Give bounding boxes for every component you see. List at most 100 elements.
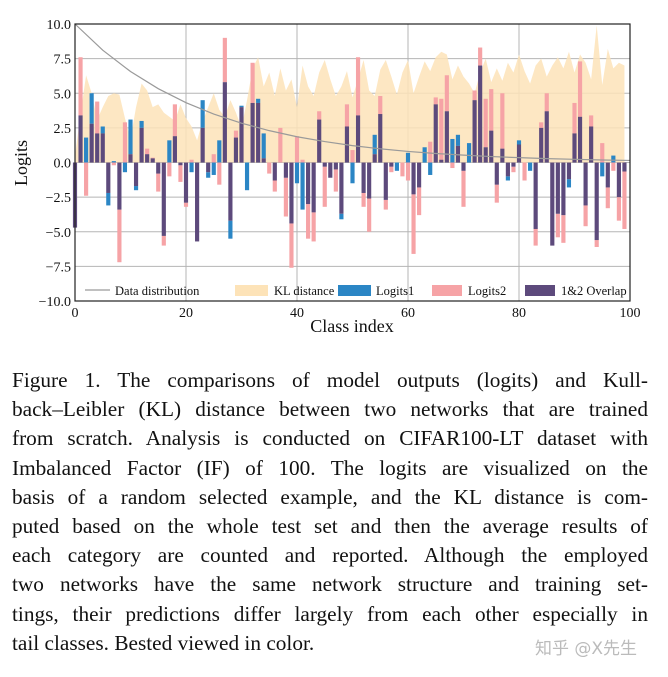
logits1-bar xyxy=(206,172,211,178)
overlap-bar xyxy=(89,123,94,163)
y-tick-label: −7.5 xyxy=(46,260,71,275)
logits2-bar xyxy=(122,122,128,163)
overlap-bar xyxy=(483,147,488,163)
overlap-bar xyxy=(311,162,316,213)
overlap-bar xyxy=(605,162,610,188)
overlap-bar xyxy=(516,144,522,163)
overlap-bar xyxy=(333,162,338,170)
overlap-bar xyxy=(372,154,377,163)
overlap-bar xyxy=(355,115,361,163)
overlap-bar xyxy=(461,162,466,171)
overlap-bar xyxy=(161,162,166,236)
caption-line: puted based on the whole test set and th… xyxy=(12,513,648,538)
caption-line: from scratch. Analysis is conducted on C… xyxy=(12,426,648,451)
logits2-bar xyxy=(389,166,394,173)
overlap-bar xyxy=(361,162,366,193)
logits2-bar xyxy=(616,197,621,221)
figure-caption: Figure 1. The comparisons of model outpu… xyxy=(12,366,648,658)
logits2-bar xyxy=(167,162,172,177)
x-tick-label: 80 xyxy=(512,306,526,321)
overlap-bar xyxy=(117,162,122,210)
logits1-bar xyxy=(133,186,139,191)
caption-line: each category are counted and reported. … xyxy=(12,543,648,568)
logits2-bar xyxy=(577,61,583,117)
logits2-bar xyxy=(405,162,411,181)
overlap-bar xyxy=(261,158,266,163)
logits2-bar xyxy=(461,170,466,207)
overlap-bar xyxy=(78,115,83,163)
logits2-bar xyxy=(511,166,516,173)
logits1-bar xyxy=(300,162,305,210)
overlap-bar xyxy=(444,111,449,163)
logits1-bar xyxy=(189,162,194,173)
overlap-bar xyxy=(139,127,144,163)
logits1-bar xyxy=(372,134,377,155)
overlap-bar xyxy=(533,162,538,229)
overlap-bar xyxy=(339,162,344,214)
logits2-bar xyxy=(472,90,477,101)
overlap-bar xyxy=(583,162,588,206)
overlap-bar xyxy=(100,133,105,163)
logits2-bar xyxy=(300,159,305,163)
overlap-bar xyxy=(178,162,183,166)
logits2-bar xyxy=(344,104,350,127)
x-axis-label: Class index xyxy=(310,316,394,336)
overlap-bar xyxy=(572,133,577,163)
logits2-bar xyxy=(367,198,372,232)
logits1-bar xyxy=(516,140,522,145)
overlap-bar xyxy=(200,127,205,163)
overlap-bar xyxy=(195,162,200,242)
logits1-bar xyxy=(211,162,216,175)
legend: Data distribution KL distance Logits1 Lo… xyxy=(85,284,627,298)
logits2-bar xyxy=(161,235,166,246)
overlap-bar xyxy=(367,162,372,199)
logits2-bar xyxy=(555,213,560,238)
logits1-bar xyxy=(239,105,244,108)
overlap-bar xyxy=(328,162,333,178)
x-tick-label: 60 xyxy=(401,306,415,321)
logits2-bar xyxy=(317,111,322,120)
y-tick-label: 5.0 xyxy=(54,87,72,102)
logits2-bar xyxy=(478,47,483,66)
overlap-bar xyxy=(272,162,277,181)
logits1-bar xyxy=(455,134,461,146)
overlap-bar xyxy=(500,148,505,163)
logits1-bar xyxy=(450,138,455,163)
logits1-bar xyxy=(139,120,144,128)
y-tick-label: 0.0 xyxy=(54,157,72,172)
overlap-bar xyxy=(172,136,177,163)
logits1-bar xyxy=(217,140,222,163)
logits1-bar xyxy=(428,162,433,175)
logits1-bar xyxy=(505,176,510,181)
overlap-bar xyxy=(256,102,261,163)
x-tick-label: 20 xyxy=(179,306,193,321)
overlap-bar xyxy=(306,162,311,205)
overlap-bar xyxy=(472,100,477,163)
overlap-bar xyxy=(622,162,627,172)
logits2-bar xyxy=(600,143,605,163)
logits2-bar xyxy=(611,162,616,171)
logits1-bar xyxy=(405,152,411,163)
overlap-bar xyxy=(594,162,599,241)
overlap-bar xyxy=(239,107,244,163)
logits2-bar xyxy=(489,89,494,131)
overlap-bar xyxy=(228,162,233,221)
logits2-bar xyxy=(589,115,594,127)
overlap-bar xyxy=(439,159,444,163)
logits2-bar xyxy=(278,127,283,163)
logits1-bar xyxy=(100,126,105,134)
overlap-bar xyxy=(222,82,227,163)
overlap-bar xyxy=(145,154,150,163)
logits2-bar xyxy=(333,169,338,192)
logits1-bar xyxy=(394,162,399,171)
logits2-bar xyxy=(111,162,116,166)
axis-ticks: 0 20 40 60 80 100 10.0 7.5 5.0 2.5 0.0 −2.5 −5.0 −7.5… xyxy=(39,18,641,321)
logits1-bar xyxy=(106,192,111,206)
overlap-bar xyxy=(156,162,161,174)
logits2-bar xyxy=(84,162,89,196)
overlap-bar xyxy=(539,127,544,163)
logits2-bar xyxy=(272,180,277,192)
logits2-bar xyxy=(417,187,422,216)
logits2-bar xyxy=(95,101,100,134)
logits1-bar xyxy=(244,162,250,191)
